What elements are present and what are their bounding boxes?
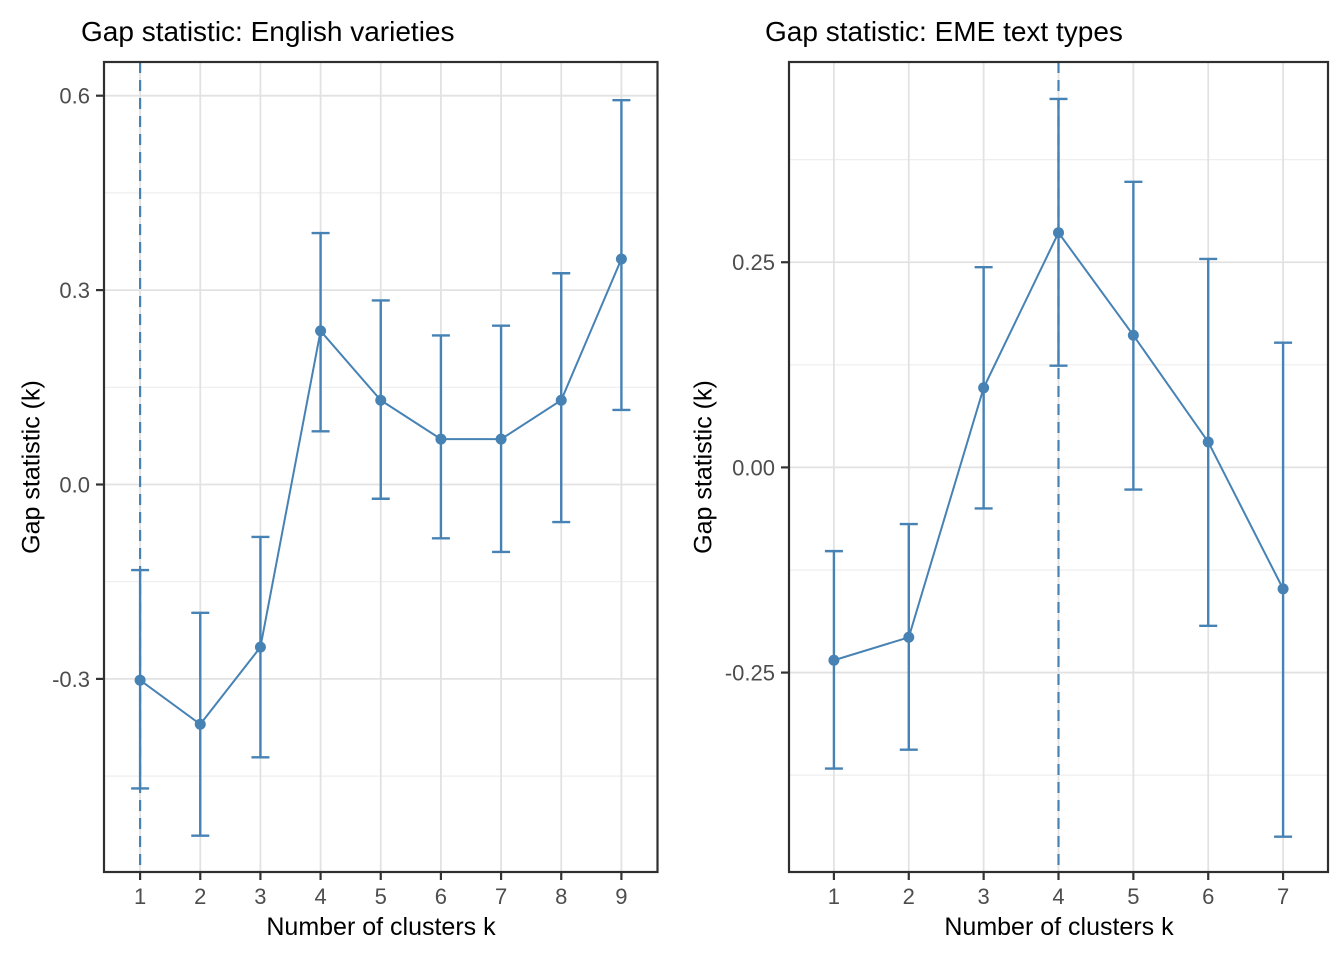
data-point — [1053, 227, 1064, 239]
data-point — [134, 674, 146, 686]
y-tick-label: 0.0 — [59, 472, 90, 497]
chart-eme-text-types-canvas: 1 2 3 4 5 6 7 0.25 0.00 -0.25 — [725, 60, 1330, 909]
y-axis-title: Gap statistic (k) — [17, 380, 46, 554]
data-point — [194, 718, 206, 730]
data-point — [1277, 583, 1289, 595]
data-point — [1202, 436, 1214, 448]
x-tick-label: 5 — [375, 884, 387, 909]
y-tick-label: 0.25 — [732, 250, 775, 275]
x-tick-label: 4 — [314, 884, 326, 909]
y-tick-label: 0.6 — [59, 84, 90, 109]
x-tick-label: 3 — [254, 884, 266, 909]
y-tick-label: 0.00 — [732, 455, 775, 480]
x-tick-label: 3 — [978, 884, 990, 909]
x-axis-title: Number of clusters k — [266, 913, 496, 941]
y-tick-label: -0.25 — [725, 661, 775, 686]
x-tick-label: 9 — [615, 884, 627, 909]
y-tick-label: 0.3 — [59, 278, 90, 303]
x-tick-label: 1 — [828, 884, 840, 909]
data-point — [375, 394, 387, 406]
chart-english-varieties-canvas: 1 2 3 4 5 6 7 8 9 0.6 0.3 0.0 -0.3 — [52, 60, 659, 909]
x-tick-label: 2 — [903, 884, 915, 909]
x-tick-label: 6 — [1202, 884, 1214, 909]
data-point — [555, 394, 567, 406]
data-point — [978, 382, 990, 394]
data-point — [903, 631, 915, 643]
x-axis-title: Number of clusters k — [944, 913, 1174, 941]
x-tick-label: 5 — [1127, 884, 1139, 909]
x-tick-label: 4 — [1052, 884, 1064, 909]
data-point — [828, 654, 840, 666]
data-point — [435, 433, 447, 445]
chart-title: Gap statistic: English varieties — [81, 16, 455, 47]
data-point — [315, 325, 327, 337]
x-tick-label: 6 — [435, 884, 447, 909]
chart-eme-text-types: 1 2 3 4 5 6 7 0.25 0.00 -0.25 Gap statistic: EME … — [672, 0, 1344, 960]
data-point — [254, 641, 266, 653]
x-tick-label: 1 — [134, 884, 146, 909]
x-tick-label: 7 — [495, 884, 507, 909]
x-tick-label: 8 — [555, 884, 567, 909]
x-tick-label: 2 — [194, 884, 206, 909]
data-point — [615, 253, 627, 265]
data-point — [495, 433, 507, 445]
chart-title: Gap statistic: EME text types — [765, 16, 1123, 47]
data-point — [1127, 329, 1139, 341]
x-tick-label: 7 — [1277, 884, 1289, 909]
y-tick-label: -0.3 — [52, 667, 90, 692]
y-axis-title: Gap statistic (k) — [689, 380, 718, 554]
chart-english-varieties: 1 2 3 4 5 6 7 8 9 0.6 0.3 0.0 -0.3 Gap statistic: En… — [17, 16, 659, 941]
